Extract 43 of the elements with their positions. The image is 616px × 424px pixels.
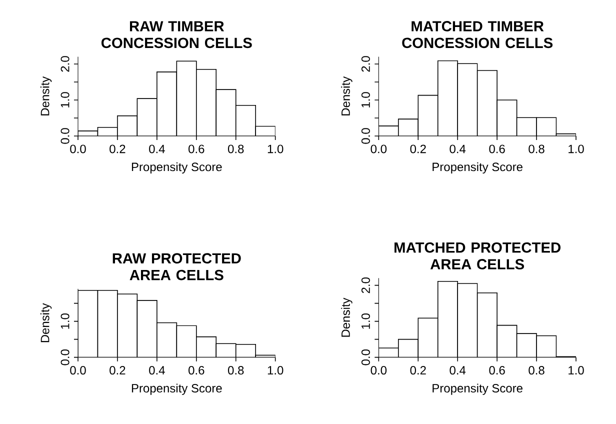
chart-title: MATCHED TIMBER CONCESSION CELLS <box>402 21 553 48</box>
y-axis-title: Density <box>40 76 52 116</box>
x-axis-title: Propensity Score <box>132 162 222 174</box>
x-axis-title: Propensity Score <box>432 384 522 395</box>
x-tick-label: 1.0 <box>268 366 284 375</box>
y-axis-title: Density <box>40 303 52 342</box>
x-axis-title: Propensity Score <box>432 162 522 174</box>
y-tick-label: 1.0 <box>361 313 370 329</box>
x-tick-label: 1.0 <box>568 366 584 375</box>
x-tick-label: 0.4 <box>149 144 165 154</box>
x-tick-label: 0.6 <box>188 144 204 154</box>
x-tick-label: 0.6 <box>188 366 204 375</box>
x-tick-label: 0.2 <box>110 366 126 375</box>
x-tick-label: 0.2 <box>410 144 426 154</box>
x-tick-label: 0.8 <box>528 366 544 375</box>
x-tick-label: 0.6 <box>489 366 505 375</box>
y-tick-label: 2.0 <box>361 277 370 294</box>
x-tick-label: 1.0 <box>268 144 284 154</box>
x-tick-label: 0.4 <box>149 366 165 375</box>
x-axis-title: Propensity Score <box>132 384 222 395</box>
chart-title: MATCHED PROTECTED AREA CELLS <box>394 242 561 270</box>
y-axis-title: Density <box>341 76 352 116</box>
x-tick-label: 0.0 <box>370 366 387 375</box>
x-tick-label: 0.2 <box>110 144 126 154</box>
x-tick-label: 0.0 <box>370 144 387 154</box>
x-tick-label: 0.4 <box>450 366 466 375</box>
x-tick-label: 0.8 <box>228 366 244 375</box>
y-axis-title: Density <box>341 298 352 337</box>
x-tick-label: 0.0 <box>70 366 86 375</box>
y-tick-label: 2.0 <box>60 56 70 72</box>
chart-title: RAW TIMBER CONCESSION CELLS <box>101 21 252 48</box>
x-tick-label: 0.0 <box>70 144 86 154</box>
x-tick-label: 0.8 <box>528 144 544 154</box>
x-tick-label: 0.8 <box>228 144 244 154</box>
x-tick-label: 0.4 <box>450 144 466 154</box>
y-tick-label: 2.0 <box>361 56 370 72</box>
y-tick-label: 1.0 <box>60 92 70 108</box>
x-tick-label: 0.6 <box>489 144 505 154</box>
y-tick-label: 1.0 <box>60 313 70 329</box>
chart-title: RAW PROTECTED AREA CELLS <box>112 253 241 280</box>
y-tick-label: 1.0 <box>361 92 370 108</box>
x-tick-label: 1.0 <box>568 144 584 154</box>
x-tick-label: 0.2 <box>410 366 426 375</box>
